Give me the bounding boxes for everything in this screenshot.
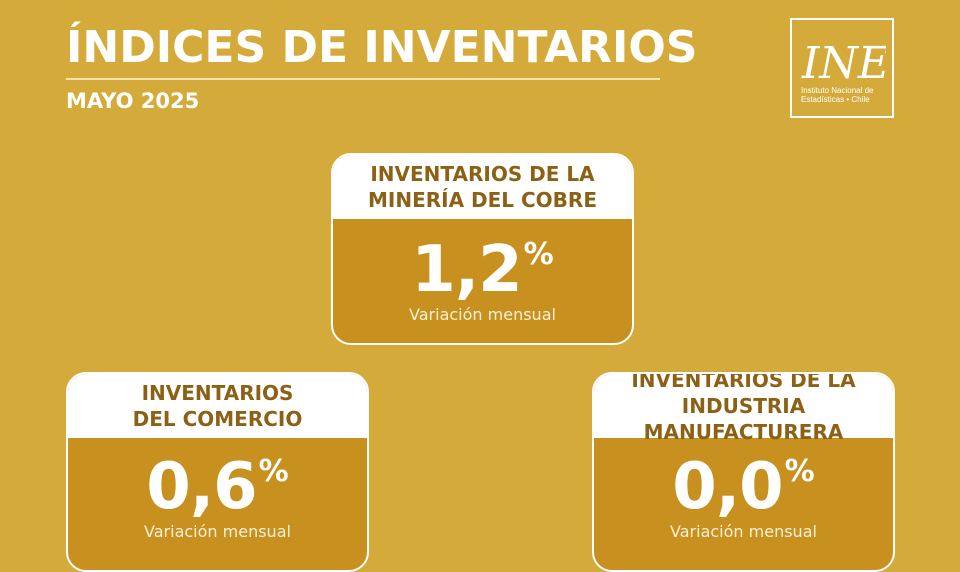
card-value-group: 0,0 % <box>672 452 814 522</box>
card-value: 1,2 <box>411 233 522 307</box>
card-caption: Variación mensual <box>144 522 291 541</box>
card-mineria-del-cobre: INVENTARIOS DE LA MINERÍA DEL COBRE 1,2 … <box>331 153 634 345</box>
card-title-line-2: MINERÍA DEL COBRE <box>368 188 597 212</box>
card-industria-manufacturera: INVENTARIOS DE LA INDUSTRIA MANUFACTURER… <box>592 372 895 572</box>
title-divider <box>66 78 660 80</box>
card-value: 0,6 <box>146 450 257 524</box>
ine-logo-mark: INE <box>801 38 886 84</box>
card-title-line-2: INDUSTRIA MANUFACTURERA <box>643 394 844 444</box>
card-title: INVENTARIOS DE LA INDUSTRIA MANUFACTURER… <box>594 372 893 444</box>
card-title-line-2: DEL COMERCIO <box>132 407 303 431</box>
card-value-group: 0,6 % <box>146 452 288 522</box>
card-title-line-1: INVENTARIOS DE LA <box>370 162 595 186</box>
card-unit: % <box>784 454 815 489</box>
card-title: INVENTARIOS DE LA MINERÍA DEL COBRE <box>333 155 632 219</box>
card-title-line-1: INVENTARIOS <box>141 381 294 405</box>
card-unit: % <box>258 454 289 489</box>
logo-caption-line-1: Instituto Nacional de <box>801 86 874 95</box>
card-title-line-1: INVENTARIOS DE LA <box>631 372 856 392</box>
page-subtitle: MAYO 2025 <box>66 89 200 113</box>
logo-mark-text: INE <box>801 38 886 84</box>
page-title: ÍNDICES DE INVENTARIOS <box>66 22 698 73</box>
logo-caption: Instituto Nacional de Estadísticas • Chi… <box>801 86 874 104</box>
card-comercio: INVENTARIOS DEL COMERCIO 0,6 % Variación… <box>66 372 369 572</box>
card-value: 0,0 <box>672 450 783 524</box>
card-value-group: 1,2 % <box>411 235 553 305</box>
card-caption: Variación mensual <box>409 305 556 324</box>
logo-caption-line-2: Estadísticas • Chile <box>801 95 870 104</box>
card-body: 0,0 % Variación mensual <box>594 438 893 542</box>
card-body: 1,2 % Variación mensual <box>333 219 632 325</box>
card-unit: % <box>523 237 554 272</box>
card-body: 0,6 % Variación mensual <box>68 438 367 542</box>
card-title: INVENTARIOS DEL COMERCIO <box>68 374 367 438</box>
ine-logo: INE Instituto Nacional de Estadísticas •… <box>790 18 894 118</box>
card-caption: Variación mensual <box>670 522 817 541</box>
